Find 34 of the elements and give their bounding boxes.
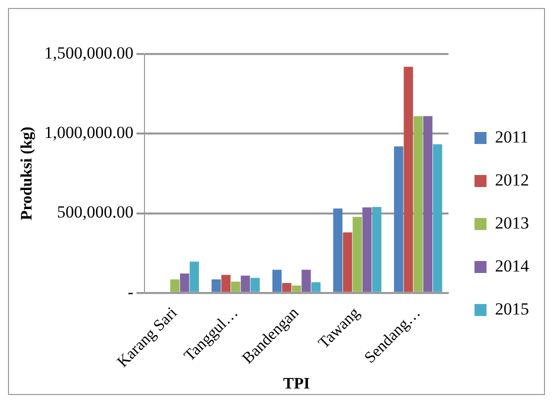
legend-label: 2014 bbox=[495, 256, 530, 276]
legend-label: 2015 bbox=[495, 299, 529, 318]
y-axis-title: Produksi (kg) bbox=[18, 126, 36, 220]
x-axis-title: TPI bbox=[283, 376, 310, 393]
bar bbox=[180, 273, 190, 292]
bar bbox=[311, 282, 321, 292]
bar bbox=[432, 144, 442, 292]
bar bbox=[190, 262, 199, 292]
bar bbox=[423, 116, 432, 292]
bar bbox=[170, 279, 180, 292]
bar bbox=[372, 207, 382, 292]
bar bbox=[362, 207, 372, 292]
y-tick-label: - bbox=[128, 282, 134, 302]
legend-label: 2012 bbox=[495, 170, 529, 190]
bar bbox=[212, 279, 221, 292]
legend-label: 2011 bbox=[495, 127, 528, 146]
bar bbox=[404, 66, 413, 292]
bar bbox=[342, 232, 352, 292]
bar bbox=[333, 208, 342, 292]
bar bbox=[231, 282, 240, 292]
bar bbox=[302, 270, 311, 292]
y-tick-label: 1,500,000.00 bbox=[44, 43, 134, 62]
bar bbox=[282, 283, 292, 292]
y-tick-label: 500,000.00 bbox=[56, 202, 134, 222]
y-tick-label: 1,000,000.00 bbox=[44, 123, 134, 142]
bar bbox=[413, 116, 423, 292]
bar bbox=[394, 146, 404, 292]
bar bbox=[352, 216, 362, 292]
bar bbox=[240, 276, 250, 292]
legend-label: 2013 bbox=[495, 213, 529, 232]
bar bbox=[272, 270, 282, 292]
bar bbox=[292, 286, 302, 292]
bar bbox=[250, 278, 260, 292]
bar bbox=[221, 274, 231, 292]
